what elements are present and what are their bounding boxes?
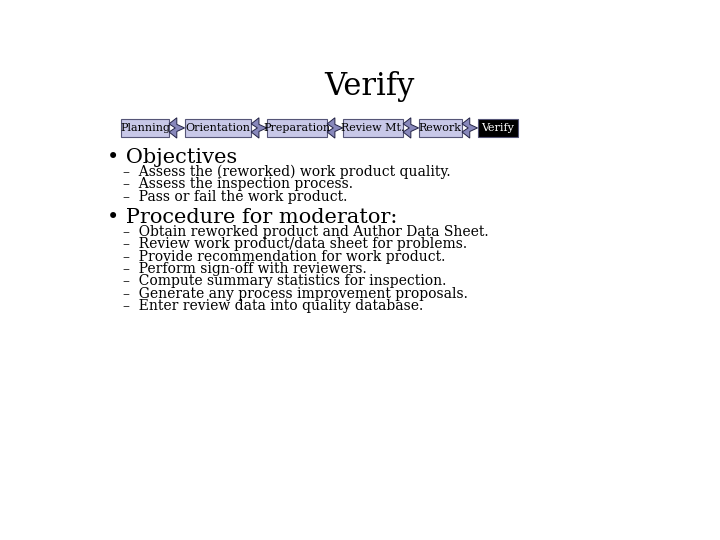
- Text: Verify: Verify: [481, 123, 514, 133]
- Bar: [418, 119, 462, 137]
- Text: –  Compute summary statistics for inspection.: – Compute summary statistics for inspect…: [122, 274, 446, 288]
- Text: –  Assess the (reworked) work product quality.: – Assess the (reworked) work product qua…: [122, 165, 450, 179]
- Polygon shape: [403, 118, 418, 138]
- Text: –  Enter review data into quality database.: – Enter review data into quality databas…: [122, 299, 423, 313]
- Text: –  Obtain reworked product and Author Data Sheet.: – Obtain reworked product and Author Dat…: [122, 225, 488, 239]
- Text: Verify: Verify: [324, 71, 414, 102]
- Text: • Objectives: • Objectives: [107, 148, 238, 167]
- Text: –  Generate any process improvement proposals.: – Generate any process improvement propo…: [122, 287, 467, 301]
- Bar: [266, 119, 327, 137]
- Text: –  Pass or fail the work product.: – Pass or fail the work product.: [122, 190, 347, 204]
- Polygon shape: [462, 118, 477, 138]
- Text: Preparation: Preparation: [264, 123, 330, 133]
- Text: –  Review work product/data sheet for problems.: – Review work product/data sheet for pro…: [122, 237, 467, 251]
- Text: –  Perform sign-off with reviewers.: – Perform sign-off with reviewers.: [122, 262, 366, 276]
- Text: Review Mt.: Review Mt.: [341, 123, 405, 133]
- Polygon shape: [169, 118, 184, 138]
- Text: • Procedure for moderator:: • Procedure for moderator:: [107, 208, 397, 227]
- Text: Planning: Planning: [120, 123, 170, 133]
- Text: Rework: Rework: [419, 123, 462, 133]
- Bar: [121, 119, 169, 137]
- Bar: [343, 119, 403, 137]
- Text: –  Assess the inspection process.: – Assess the inspection process.: [122, 177, 353, 191]
- Polygon shape: [251, 118, 266, 138]
- Bar: [477, 119, 518, 137]
- Polygon shape: [327, 118, 343, 138]
- Bar: [184, 119, 251, 137]
- Text: –  Provide recommendation for work product.: – Provide recommendation for work produc…: [122, 249, 445, 264]
- Text: Orientation: Orientation: [185, 123, 251, 133]
